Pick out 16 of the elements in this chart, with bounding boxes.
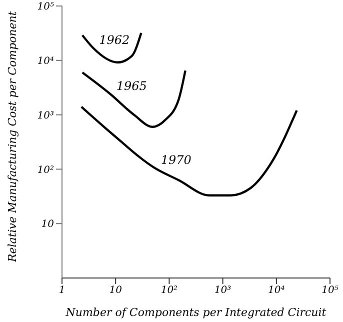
- x-tick-label: 10⁵: [322, 285, 338, 296]
- y-axis-title: Relative Manufacturing Cost per Component: [6, 10, 19, 263]
- y-tick-label: 10: [41, 219, 55, 230]
- x-tick-label: 10³: [214, 285, 232, 296]
- x-tick-label: 10²: [160, 285, 178, 296]
- series-label: 1970: [160, 153, 192, 168]
- x-tick-label: 10⁴: [268, 285, 285, 296]
- x-tick-label: 1: [58, 285, 66, 296]
- y-tick-label: 10²: [37, 164, 54, 176]
- series-label: 1962: [99, 32, 130, 47]
- series-label: 1965: [116, 79, 147, 94]
- y-tick-label: 10³: [37, 110, 54, 122]
- x-axis-title: Number of Components per Integrated Circuit: [64, 306, 327, 319]
- y-tick-label: 10⁵: [37, 2, 54, 13]
- x-tick-label: 10: [109, 285, 123, 296]
- y-tick-label: 10⁴: [37, 56, 54, 67]
